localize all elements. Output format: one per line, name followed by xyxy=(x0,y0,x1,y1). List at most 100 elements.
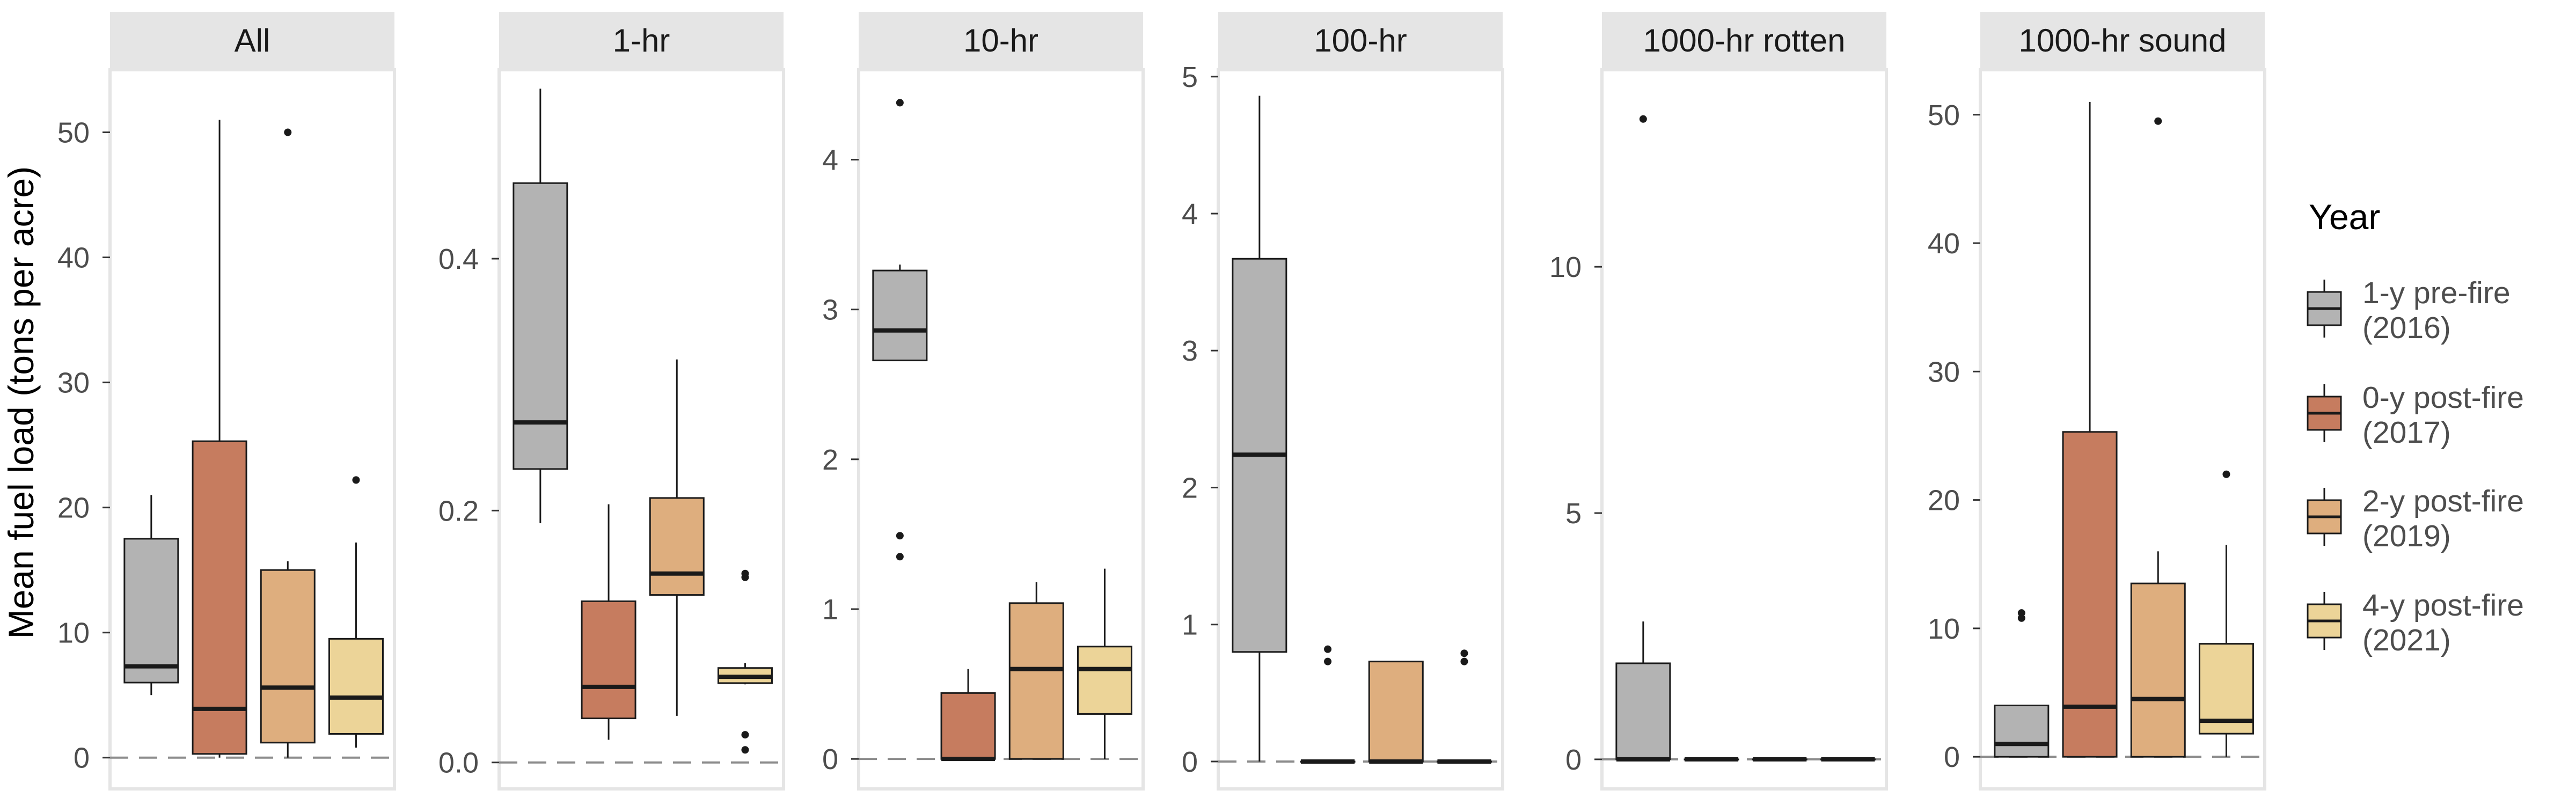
y-tick-label: 20 xyxy=(1928,485,1960,517)
facet-panel: All 0 10 20 30 40 50 xyxy=(57,12,396,791)
box-4 xyxy=(1436,649,1492,764)
facet-panels: All010203040501-hr0.00.20.410-hr01234100… xyxy=(57,12,2266,791)
iqr-box xyxy=(1077,646,1132,715)
facet-panel: 1000-hr rotten 0 5 10 xyxy=(1549,12,1888,791)
outlier-point xyxy=(284,128,292,136)
legend: Year 1-y pre-fire(2016) 0-y post-fire(201… xyxy=(2307,197,2524,657)
iqr-box xyxy=(2062,431,2118,758)
facet-strip xyxy=(110,12,394,70)
outlier-point xyxy=(896,532,904,540)
facet-strip xyxy=(859,12,1143,70)
box-2 xyxy=(581,504,636,740)
iqr-box xyxy=(872,269,928,362)
y-tick-label: 2 xyxy=(1182,472,1198,504)
panel-border xyxy=(1600,68,1888,791)
y-tick-label: 40 xyxy=(57,242,90,274)
y-tick-label: 0 xyxy=(822,743,838,775)
outlier-point xyxy=(2154,117,2162,125)
y-tick-label: 50 xyxy=(57,117,90,149)
facet-panel: 1-hr 0.0 0.2 0.4 xyxy=(438,12,785,791)
box-1 xyxy=(1232,96,1287,762)
iqr-box xyxy=(2130,582,2186,758)
outlier-point xyxy=(1639,115,1647,123)
legend-item: 0-y post-fire(2017) xyxy=(2307,380,2524,450)
box-1 xyxy=(872,99,928,561)
box-3 xyxy=(260,128,316,758)
legend-label: 1-y pre-fire xyxy=(2362,276,2511,310)
box-3 xyxy=(1752,757,1807,762)
y-tick-label: 4 xyxy=(1182,198,1198,230)
y-tick-label: 0 xyxy=(1182,746,1198,778)
box-4 xyxy=(717,569,773,754)
box-1 xyxy=(1994,609,2050,758)
y-tick-label: 5 xyxy=(1565,497,1582,530)
y-tick-label: 0.0 xyxy=(438,747,479,779)
y-axis-label: Mean fuel load (tons per acre) xyxy=(1,166,41,639)
iqr-box xyxy=(1994,704,2050,758)
y-tick-label: 0 xyxy=(1565,744,1582,776)
facet-strip xyxy=(1218,12,1503,70)
y-tick-label: 0 xyxy=(74,742,90,774)
facet-strip xyxy=(1602,12,1886,70)
panel-border xyxy=(1979,68,2266,791)
legend-item: 4-y post-fire(2021) xyxy=(2307,588,2524,657)
y-tick-label: 3 xyxy=(1182,335,1198,367)
y-tick-label: 30 xyxy=(57,367,90,399)
legend-label: 4-y post-fire xyxy=(2362,588,2524,623)
outlier-point xyxy=(2017,609,2025,617)
y-tick-label: 5 xyxy=(1182,61,1198,93)
iqr-box xyxy=(260,569,316,744)
panel-border xyxy=(108,68,396,791)
facet-title: 1000-hr rotten xyxy=(1643,23,1846,58)
box-3 xyxy=(1368,661,1424,764)
iqr-box xyxy=(1615,662,1671,760)
outlier-point xyxy=(741,746,749,754)
outlier-point xyxy=(741,573,749,581)
facet-panel: 1000-hr sound 0 10 20 30 40 50 xyxy=(1928,12,2266,791)
box-1 xyxy=(513,89,568,523)
legend-label-year: (2017) xyxy=(2362,415,2451,450)
legend-title: Year xyxy=(2309,197,2380,237)
y-tick-label: 10 xyxy=(1549,251,1582,283)
y-tick-label: 4 xyxy=(822,144,838,177)
box-2 xyxy=(1300,645,1356,764)
legend-item: 2-y post-fire(2019) xyxy=(2307,484,2524,553)
facet-strip xyxy=(1980,12,2265,70)
iqr-box xyxy=(123,538,179,684)
y-tick-label: 1 xyxy=(822,594,838,626)
iqr-box xyxy=(1368,661,1424,763)
y-tick-label: 30 xyxy=(1928,356,1960,388)
box-3 xyxy=(2130,117,2186,758)
facet-panel: 100-hr 0 1 2 3 4 5 xyxy=(1182,12,1504,791)
iqr-box xyxy=(940,692,996,760)
outlier-point xyxy=(2222,470,2230,478)
legend-label-year: (2016) xyxy=(2362,311,2451,345)
y-tick-label: 10 xyxy=(1928,613,1960,645)
facet-title: 10-hr xyxy=(963,23,1038,58)
facet-title: 1-hr xyxy=(613,23,670,58)
y-tick-label: 20 xyxy=(57,492,90,524)
facet-title: 1000-hr sound xyxy=(2019,23,2227,58)
y-tick-label: 50 xyxy=(1928,99,1960,131)
legend-label-year: (2021) xyxy=(2362,623,2451,657)
box-4 xyxy=(2198,470,2254,757)
legend-label-year: (2019) xyxy=(2362,519,2451,553)
y-tick-label: 0.4 xyxy=(438,243,479,275)
outlier-point xyxy=(352,476,360,484)
outlier-point xyxy=(1460,649,1468,657)
box-4 xyxy=(328,476,384,748)
iqr-box xyxy=(192,440,247,755)
box-3 xyxy=(649,359,705,716)
y-tick-label: 0 xyxy=(1944,741,1960,773)
iqr-box xyxy=(581,600,636,720)
y-tick-label: 10 xyxy=(57,617,90,649)
panel-border xyxy=(1217,68,1504,791)
box-1 xyxy=(1615,115,1671,762)
y-tick-label: 1 xyxy=(1182,609,1198,641)
iqr-box xyxy=(649,497,705,596)
box-2 xyxy=(940,669,996,762)
facet-panel: 10-hr 0 1 2 3 4 xyxy=(822,12,1145,791)
box-1 xyxy=(123,495,179,696)
outlier-point xyxy=(896,99,904,107)
